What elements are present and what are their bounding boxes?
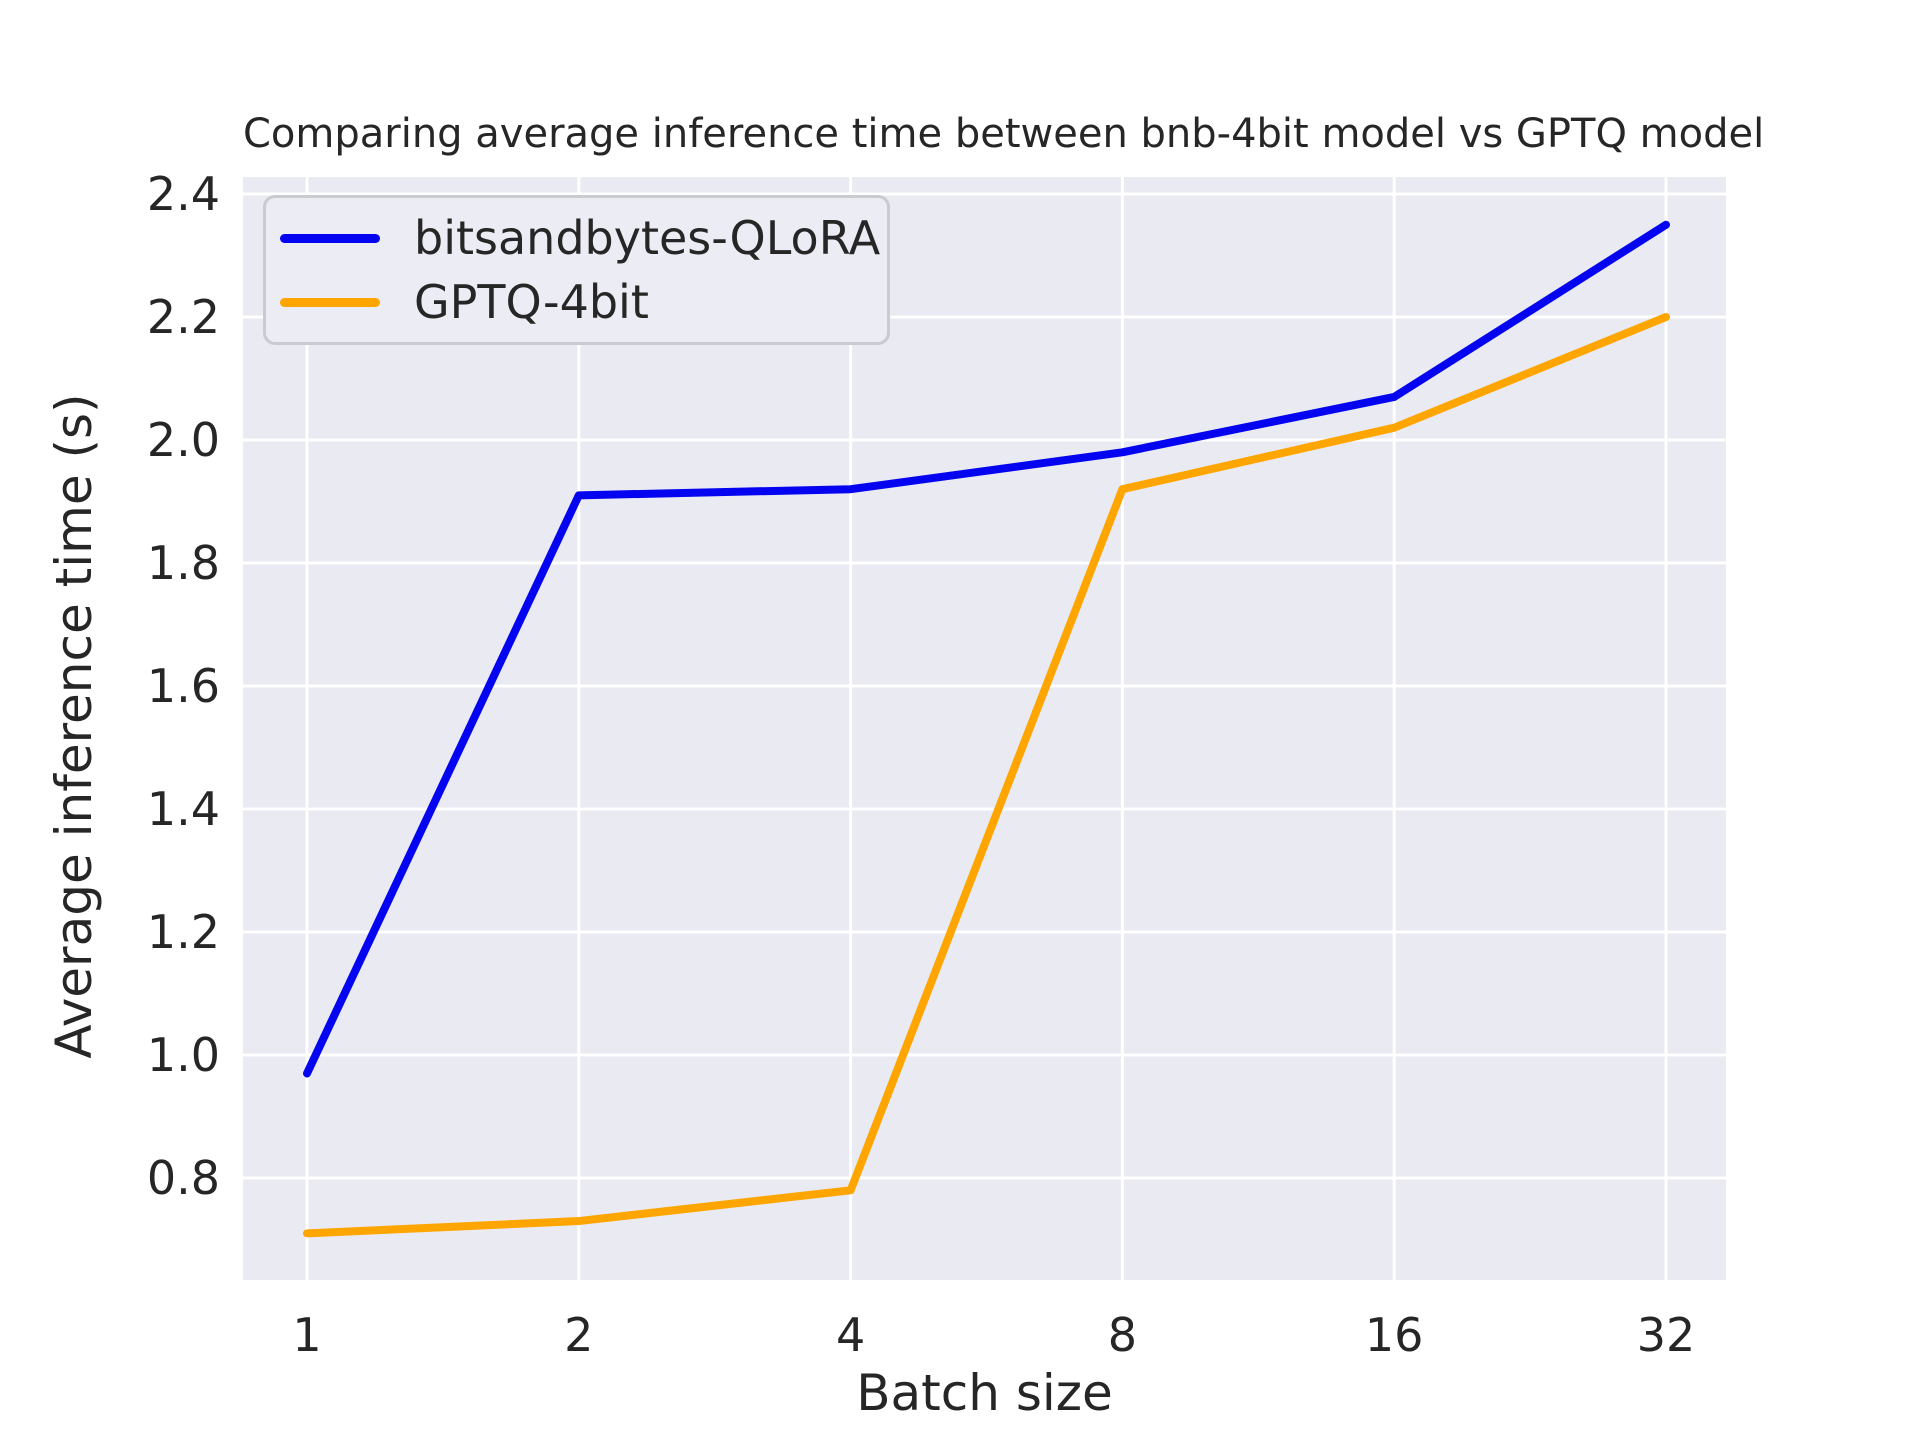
axes-background <box>243 177 1726 1280</box>
x-tick-label: 32 <box>1636 1308 1696 1362</box>
legend-label: bitsandbytes-QLoRA <box>414 211 881 265</box>
y-tick-label: 2.4 <box>146 167 220 221</box>
legend: bitsandbytes-QLoRA GPTQ-4bit <box>263 195 890 345</box>
legend-entry-gptq: GPTQ-4bit <box>280 275 867 329</box>
y-tick-label: 0.8 <box>146 1151 220 1205</box>
y-tick-label: 2.2 <box>146 290 220 344</box>
y-tick-label: 2.0 <box>146 413 220 467</box>
x-tick-label: 2 <box>564 1308 594 1362</box>
plot-area-svg <box>243 177 1726 1280</box>
x-tick-label: 4 <box>835 1308 866 1362</box>
y-tick-label: 1.2 <box>146 905 220 959</box>
series-line-bitsandbytes-QLoRA <box>303 220 1670 1078</box>
x-axis-label: Batch size <box>856 1364 1113 1422</box>
x-tick-label: 16 <box>1364 1308 1424 1362</box>
y-tick-label: 1.8 <box>146 536 220 590</box>
legend-line-swatch-blue <box>280 233 380 243</box>
chart-title: Comparing average inference time between… <box>243 111 1765 157</box>
y-tick-label: 1.6 <box>146 659 220 713</box>
x-tick-label: 1 <box>292 1308 322 1362</box>
legend-line-swatch-orange <box>280 297 380 307</box>
legend-entry-bitsandbytes: bitsandbytes-QLoRA <box>280 211 880 265</box>
y-tick-label: 1.0 <box>146 1028 220 1082</box>
x-tick-label: 8 <box>1107 1308 1138 1362</box>
y-tick-label: 1.4 <box>146 782 220 836</box>
legend-label: GPTQ-4bit <box>414 275 649 329</box>
plot-area <box>243 177 1726 1280</box>
series-line-GPTQ-4bit <box>303 313 1670 1238</box>
